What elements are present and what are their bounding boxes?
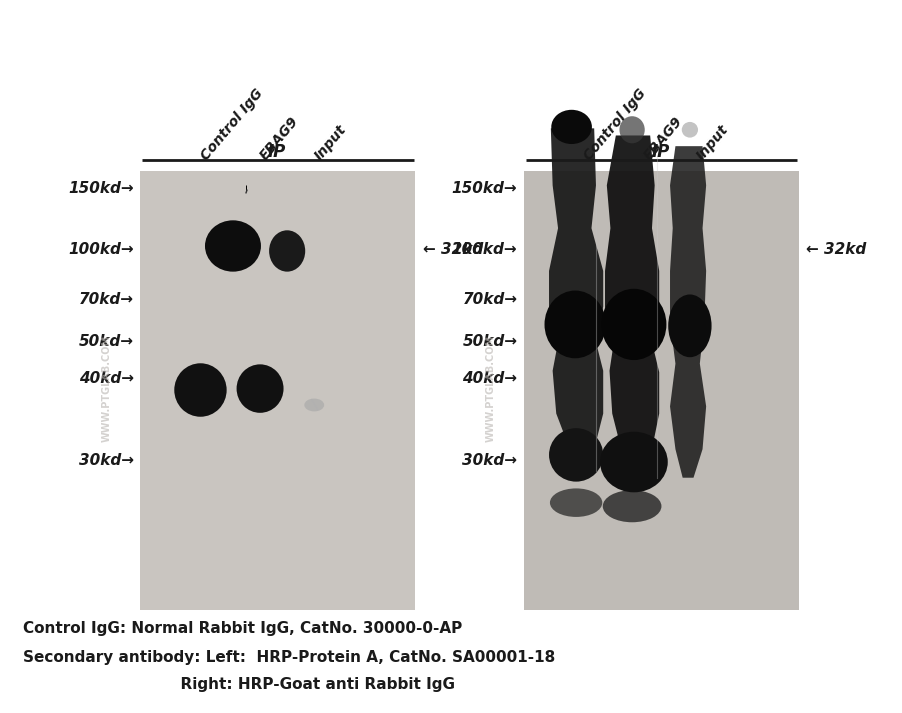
Text: 30kd→: 30kd→ <box>462 453 517 468</box>
Ellipse shape <box>603 491 660 522</box>
Ellipse shape <box>304 399 324 411</box>
Ellipse shape <box>549 488 602 517</box>
Polygon shape <box>669 146 705 478</box>
Ellipse shape <box>548 428 603 482</box>
Ellipse shape <box>550 110 592 144</box>
Ellipse shape <box>236 364 283 413</box>
Ellipse shape <box>667 294 711 357</box>
Text: 30kd→: 30kd→ <box>78 453 133 468</box>
Text: IP: IP <box>268 143 286 160</box>
Polygon shape <box>548 128 603 471</box>
Polygon shape <box>604 135 658 478</box>
Text: WWW.PTGLAB.COM: WWW.PTGLAB.COM <box>484 335 495 442</box>
Ellipse shape <box>619 116 644 143</box>
Text: 150kd→: 150kd→ <box>451 181 517 196</box>
Ellipse shape <box>601 289 666 360</box>
Text: EBAG9: EBAG9 <box>257 114 301 163</box>
Text: Control IgG: Control IgG <box>581 86 649 163</box>
Ellipse shape <box>599 431 667 492</box>
Ellipse shape <box>205 220 261 272</box>
Text: Right: HRP-Goat anti Rabbit IgG: Right: HRP-Goat anti Rabbit IgG <box>23 677 454 692</box>
Bar <box>140 171 415 610</box>
Text: 50kd→: 50kd→ <box>462 334 517 349</box>
Text: Control IgG: Control IgG <box>198 86 266 163</box>
Ellipse shape <box>544 291 605 358</box>
Text: 70kd→: 70kd→ <box>78 292 133 307</box>
Text: ← 32kd: ← 32kd <box>422 242 483 257</box>
Text: 50kd→: 50kd→ <box>78 334 133 349</box>
Text: EBAG9: EBAG9 <box>640 114 685 163</box>
Ellipse shape <box>269 230 305 272</box>
Text: 100kd→: 100kd→ <box>68 242 133 257</box>
Text: Input: Input <box>311 122 348 163</box>
Text: WWW.PTGLAB.COM: WWW.PTGLAB.COM <box>101 335 112 442</box>
Text: Input: Input <box>693 122 730 163</box>
Text: 40kd→: 40kd→ <box>78 371 133 386</box>
Ellipse shape <box>174 363 226 416</box>
Text: 100kd→: 100kd→ <box>451 242 517 257</box>
Text: Control IgG: Normal Rabbit IgG, CatNo. 30000-0-AP: Control IgG: Normal Rabbit IgG, CatNo. 3… <box>23 621 461 636</box>
Text: Secondary antibody: Left:  HRP-Protein A, CatNo. SA00001-18: Secondary antibody: Left: HRP-Protein A,… <box>23 650 554 665</box>
Text: 40kd→: 40kd→ <box>462 371 517 386</box>
Ellipse shape <box>681 122 697 138</box>
Text: 70kd→: 70kd→ <box>462 292 517 307</box>
Bar <box>523 171 798 610</box>
Text: ← 32kd: ← 32kd <box>805 242 866 257</box>
Text: IP: IP <box>651 143 669 160</box>
Text: 150kd→: 150kd→ <box>68 181 133 196</box>
